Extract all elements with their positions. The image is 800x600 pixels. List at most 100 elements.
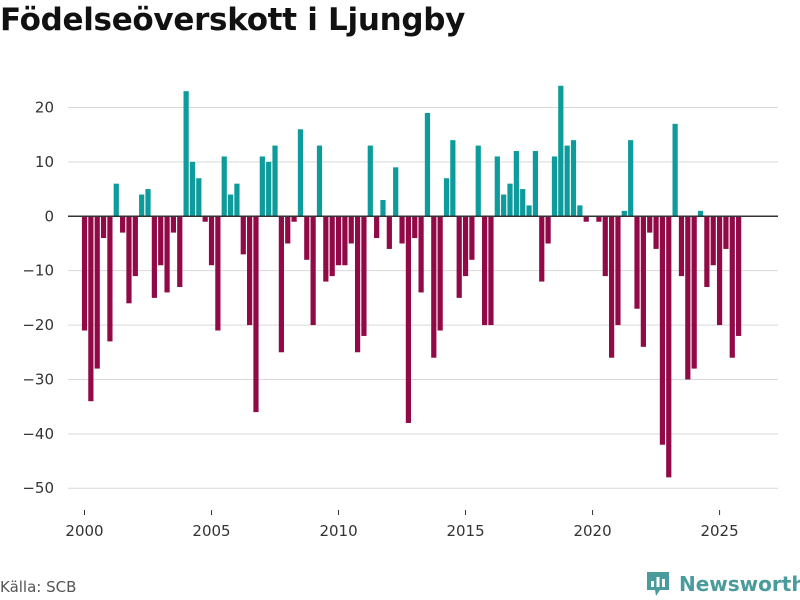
bar [196, 178, 202, 217]
bar [215, 216, 221, 331]
bar [513, 151, 519, 217]
bar [678, 216, 685, 277]
y-tick-label: 20 [35, 99, 54, 117]
bar [266, 161, 272, 217]
gridlines [68, 107, 778, 489]
bar [107, 216, 113, 342]
bar [456, 216, 462, 298]
bar [367, 145, 373, 217]
bar [100, 216, 107, 239]
bar [437, 216, 443, 331]
bar [494, 156, 500, 217]
bar [672, 123, 678, 217]
y-tick-label: −20 [22, 316, 54, 334]
bar [310, 216, 316, 326]
x-tick-label: 2025 [700, 522, 738, 540]
bar [253, 216, 259, 413]
bar [94, 216, 100, 369]
bar [208, 216, 215, 266]
bars [81, 85, 742, 478]
bar [329, 216, 335, 277]
bar [716, 216, 723, 326]
bar [240, 216, 246, 255]
bar [526, 205, 532, 217]
bar [507, 183, 513, 217]
bar [145, 189, 151, 217]
x-tick-label: 2005 [192, 522, 230, 540]
bar [361, 216, 367, 336]
bar [316, 145, 323, 217]
y-tick-label: 0 [44, 207, 54, 225]
bar [659, 216, 666, 445]
bar [272, 145, 278, 217]
bar [170, 216, 177, 233]
bar [615, 216, 621, 326]
bar [335, 216, 342, 266]
bar [412, 216, 418, 239]
bar [539, 216, 545, 282]
bar [653, 216, 659, 249]
bar [501, 194, 507, 217]
bar [202, 216, 208, 222]
bar [348, 216, 354, 244]
bar [405, 216, 411, 423]
bar [227, 194, 234, 217]
x-tick-label: 2015 [446, 522, 484, 540]
bar [285, 216, 291, 244]
bar [647, 216, 653, 233]
bar [723, 216, 729, 249]
bar [551, 156, 558, 217]
bar [475, 145, 481, 217]
y-axis-labels: 20 10 0 −10 −20 −30 −40 −50 [22, 99, 54, 498]
bar [81, 216, 88, 331]
bar [602, 216, 608, 277]
bar [621, 210, 627, 217]
x-tick-label: 2000 [65, 522, 103, 540]
bar [691, 216, 697, 369]
y-tick-label: 10 [35, 153, 54, 171]
bar [488, 216, 494, 326]
bar [120, 216, 126, 233]
bar [577, 205, 583, 217]
bar [278, 216, 284, 353]
bar [704, 216, 710, 287]
bar [431, 216, 437, 358]
bar [628, 140, 634, 217]
y-tick-label: −50 [22, 479, 54, 497]
bar [666, 216, 672, 478]
x-tick-label: 2010 [319, 522, 357, 540]
bar [132, 216, 138, 277]
bar [424, 112, 431, 217]
bar [469, 216, 475, 260]
bar [158, 216, 164, 266]
bar [393, 167, 399, 217]
bar [259, 156, 265, 217]
bar [323, 216, 329, 282]
bar [189, 161, 196, 217]
bar [685, 216, 691, 380]
x-tick-label: 2020 [573, 522, 611, 540]
bar [151, 216, 157, 298]
bar [88, 216, 94, 402]
bar [234, 183, 240, 217]
bar [462, 216, 469, 277]
bar [640, 216, 646, 347]
bar [596, 216, 602, 222]
bar [729, 216, 735, 358]
bar [564, 145, 570, 217]
bar [450, 140, 456, 217]
bar [139, 194, 145, 217]
bar [126, 216, 132, 304]
bar [418, 216, 424, 293]
bar [291, 216, 297, 222]
bar [113, 183, 119, 217]
y-tick-label: −10 [22, 262, 54, 280]
bar [164, 216, 170, 293]
y-tick-label: −40 [22, 425, 54, 443]
x-axis: 2000 2005 2010 2015 2020 2025 [65, 510, 739, 540]
bar [354, 216, 361, 353]
bar [342, 216, 348, 266]
bar-chart-icon [647, 572, 669, 596]
bar [583, 216, 589, 222]
brand-name: Newsworthy [679, 572, 800, 596]
